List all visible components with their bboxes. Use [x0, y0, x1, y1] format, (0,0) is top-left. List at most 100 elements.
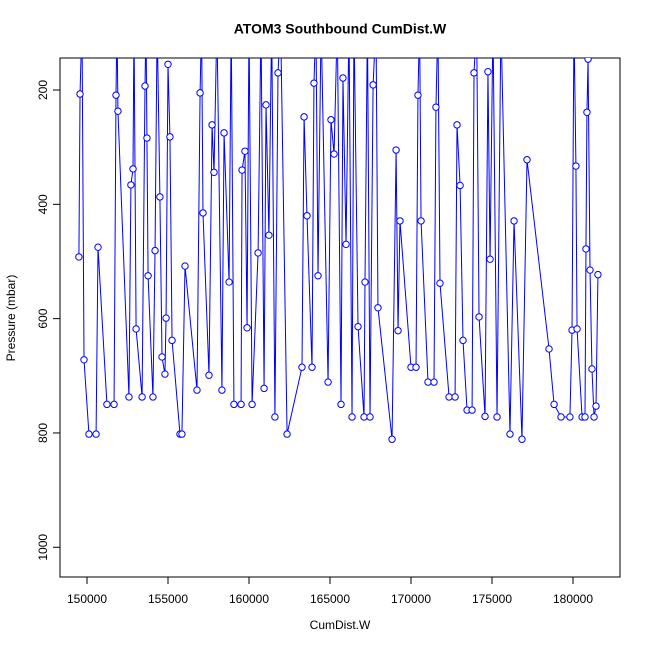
data-point [361, 278, 369, 286]
data-point [396, 217, 404, 225]
data-point [432, 103, 440, 111]
data-point [303, 212, 311, 220]
data-point [265, 231, 273, 239]
data-point [339, 74, 347, 82]
data-point [85, 430, 93, 438]
data-point [493, 413, 501, 421]
data-point [127, 181, 135, 189]
data-point [196, 89, 204, 97]
data-point [366, 413, 374, 421]
data-point [103, 400, 111, 409]
x-tick-label: 170000 [391, 592, 431, 606]
data-point [590, 413, 598, 421]
data-point [330, 150, 338, 158]
data-point [149, 393, 157, 401]
data-point [80, 356, 88, 364]
data-point [414, 91, 422, 99]
data-point [237, 400, 245, 409]
series-line [78, 58, 599, 440]
data-point [456, 181, 464, 190]
data-point [424, 378, 432, 386]
data-point [586, 266, 594, 274]
data-point [230, 400, 238, 409]
data-point [218, 386, 226, 394]
x-axis-label: CumDist.W [310, 618, 371, 632]
y-tick-label: 400 [36, 194, 50, 214]
data-point [300, 113, 308, 121]
data-point [327, 116, 335, 124]
data-point [584, 58, 592, 63]
data-point [550, 400, 558, 409]
data-point [468, 406, 476, 414]
data-point [114, 107, 122, 115]
data-point [76, 90, 84, 98]
data-point [94, 243, 102, 251]
data-point [283, 430, 291, 438]
data-point [178, 430, 186, 438]
data-point [459, 336, 467, 345]
data-point [143, 134, 151, 142]
data-point [572, 162, 580, 170]
data-point [308, 363, 316, 371]
data-point [164, 60, 172, 68]
data-point [581, 413, 589, 421]
data-point [92, 430, 100, 438]
data-point [354, 322, 362, 331]
y-tick-label: 1000 [36, 534, 50, 561]
data-point [158, 353, 166, 361]
data-point [594, 270, 602, 279]
data-point [225, 278, 233, 286]
data-point [129, 165, 137, 173]
data-point [110, 400, 118, 409]
data-point [254, 249, 262, 257]
data-point [156, 193, 164, 201]
data-point [417, 217, 425, 225]
data-point [324, 378, 332, 386]
y-tick-label: 600 [36, 308, 50, 328]
data-point [144, 272, 152, 280]
plot-frame [59, 57, 621, 578]
data-point [205, 371, 213, 379]
data-point [374, 304, 382, 312]
data-point [566, 413, 574, 421]
data-point [210, 168, 218, 177]
data-point [436, 279, 444, 287]
y-axis-label: Pressure (mbar) [4, 275, 18, 362]
data-point [138, 393, 146, 401]
plot-area [75, 58, 602, 443]
data-point [557, 413, 565, 421]
data-point [360, 413, 368, 421]
data-point [510, 217, 518, 225]
data-point [583, 108, 591, 117]
data-point [348, 413, 356, 421]
data-point [112, 91, 120, 99]
data-point [484, 68, 492, 76]
data-point [337, 400, 345, 409]
data-point [220, 129, 228, 137]
data-point [392, 146, 400, 154]
data-point [161, 370, 169, 378]
data-point [314, 272, 322, 280]
y-tick-label: 200 [36, 80, 50, 100]
data-point [523, 156, 531, 164]
data-point [298, 363, 306, 371]
data-point [162, 314, 170, 322]
data-point [573, 325, 581, 333]
chart-title: ATOM3 Southbound CumDist.W [234, 21, 447, 37]
x-tick-label: 165000 [310, 592, 350, 606]
data-point [470, 69, 478, 77]
data-point [412, 363, 420, 371]
data-point [445, 393, 453, 401]
data-point [193, 386, 201, 394]
data-point [545, 345, 553, 353]
x-tick-label: 150000 [67, 592, 107, 606]
data-point [592, 402, 600, 410]
data-point [208, 121, 216, 129]
data-point [241, 147, 249, 155]
data-point [243, 324, 251, 332]
x-tick-label: 160000 [229, 592, 269, 606]
data-point [518, 435, 526, 443]
data-point [248, 400, 256, 409]
